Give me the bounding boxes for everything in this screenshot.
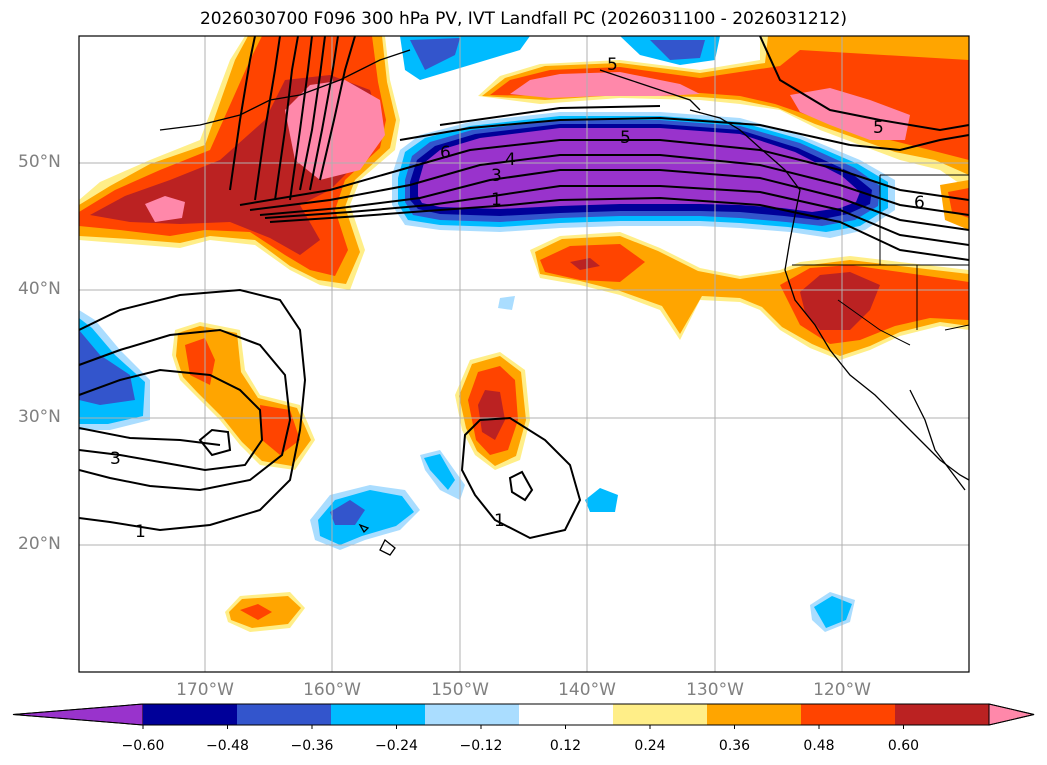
contour-label: 3 xyxy=(491,166,502,186)
contour-labels: 1 3 4 5 6 5 5 6 3 1 1 xyxy=(110,55,925,542)
colorbar-extend-low xyxy=(12,703,144,726)
contour-lines xyxy=(79,36,969,540)
colorbar-tick-label: 0.12 xyxy=(549,738,582,754)
colorbar-box xyxy=(613,704,707,725)
contour-label: 6 xyxy=(440,143,451,163)
colorbar-box xyxy=(425,704,519,725)
contour-label: 1 xyxy=(135,522,146,542)
colorbar-box xyxy=(895,704,989,725)
lon-label: 150°W xyxy=(431,680,489,700)
colorbar-tick-label: −0.36 xyxy=(290,738,334,754)
contour-label: 4 xyxy=(505,150,516,170)
contour-label: 6 xyxy=(914,193,925,213)
colorbar-box xyxy=(143,704,237,725)
plot-frame xyxy=(78,35,970,673)
contour-label: 1 xyxy=(491,190,502,210)
lon-label: 160°W xyxy=(303,680,361,700)
lon-label: 130°W xyxy=(686,680,744,700)
lon-label: 140°W xyxy=(558,680,616,700)
contour-label: 5 xyxy=(873,118,884,138)
coastlines xyxy=(159,49,969,556)
lat-label: 40°N xyxy=(18,279,61,299)
lat-label: 30°N xyxy=(18,407,61,427)
lat-label: 50°N xyxy=(18,152,61,172)
colorbar-tick-label: −0.48 xyxy=(206,738,249,754)
colorbar-tick-label: 0.48 xyxy=(803,738,835,754)
colorbar-tick-label: 0.60 xyxy=(887,738,920,754)
colorbar-box xyxy=(519,704,613,725)
colorbar-tick-label: 0.24 xyxy=(634,738,666,754)
contour-label: 3 xyxy=(110,449,121,469)
colorbar-box xyxy=(707,704,801,725)
lon-label: 120°W xyxy=(813,680,871,700)
colorbar-tick-label: −0.12 xyxy=(459,738,503,754)
lat-label: 20°N xyxy=(18,534,61,554)
map-title: 2026030700 F096 300 hPa PV, IVT Landfall… xyxy=(199,9,847,29)
contour-label: 1 xyxy=(494,511,505,531)
colorbar-tick-label: −0.60 xyxy=(121,738,165,754)
colorbar-tick-label: 0.36 xyxy=(718,738,751,754)
colorbar-tick-label: −0.24 xyxy=(375,738,418,754)
borders xyxy=(792,174,969,346)
contour-label: 5 xyxy=(607,55,618,75)
colorbar-box xyxy=(331,704,425,725)
graticule xyxy=(79,36,969,672)
contour-label: 5 xyxy=(620,128,631,148)
colorbar xyxy=(12,703,1035,729)
colorbar-box xyxy=(801,704,895,725)
lon-label: 170°W xyxy=(176,680,234,700)
colorbar-box xyxy=(237,704,331,725)
colorbar-extend-high xyxy=(988,703,1035,726)
